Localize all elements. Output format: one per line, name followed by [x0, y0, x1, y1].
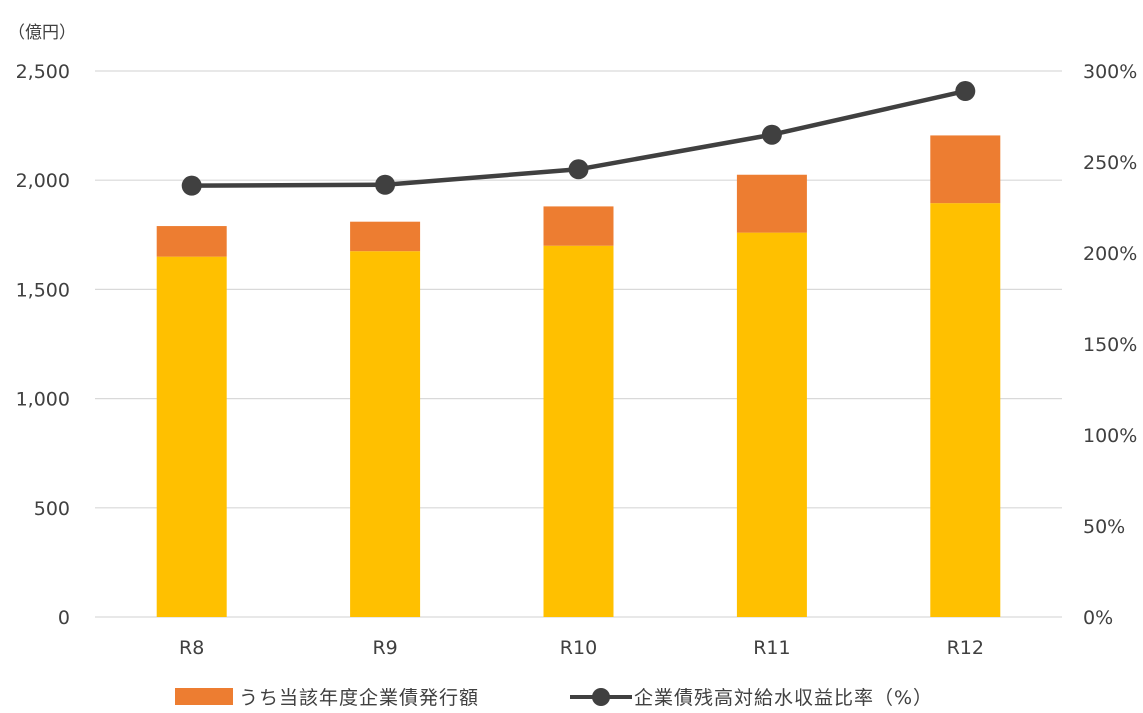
x-tick-label: R11 [753, 637, 790, 659]
bar-issuance-segment [350, 221, 421, 252]
legend-swatch-line [570, 687, 632, 707]
x-tick-label: R12 [947, 637, 984, 659]
x-tick-label: R9 [372, 637, 397, 659]
ratio-marker [955, 81, 976, 102]
legend-item-line: 企業債残高対給水収益比率（%） [570, 683, 933, 710]
bar-balance-segment [350, 251, 421, 617]
bar-balance-segment [930, 203, 1001, 617]
bar-balance-segment [543, 245, 614, 617]
y-left-tick-label: 1,500 [16, 279, 70, 301]
x-tick-label: R8 [179, 637, 204, 659]
legend: うち当該年度企業債発行額 企業債残高対給水収益比率（%） [0, 683, 1143, 713]
bar-balance-segment [156, 256, 227, 617]
y-left-tick-label: 500 [34, 498, 70, 520]
y-right-tick-label: 250% [1083, 152, 1137, 174]
ratio-marker [761, 124, 782, 145]
bar-issuance-segment [930, 135, 1001, 204]
x-tick-label: R10 [560, 637, 597, 659]
y-right-tick-label: 200% [1083, 243, 1137, 265]
y-left-tick-label: 0 [58, 607, 70, 629]
legend-item-bar: うち当該年度企業債発行額 [175, 683, 479, 710]
ratio-marker [375, 174, 396, 195]
y-right-tick-label: 0% [1083, 607, 1113, 629]
legend-label-ratio: 企業債残高対給水収益比率（%） [634, 687, 934, 709]
bar-issuance-segment [736, 174, 807, 233]
legend-label-issuance: うち当該年度企業債発行額 [239, 687, 480, 709]
y-axis-unit-label: （億円） [8, 23, 76, 43]
bar-balance-segment [736, 232, 807, 617]
legend-swatch-orange [175, 688, 233, 705]
y-left-tick-label: 2,500 [16, 61, 70, 83]
y-right-tick-label: 50% [1083, 516, 1125, 538]
y-right-tick-label: 100% [1083, 425, 1137, 447]
bar-issuance-segment [543, 206, 614, 246]
y-right-tick-label: 150% [1083, 334, 1137, 356]
y-right-tick-label: 300% [1083, 61, 1137, 83]
bar-issuance-segment [156, 226, 227, 257]
ratio-marker [181, 175, 202, 196]
y-left-tick-label: 2,000 [16, 170, 70, 192]
ratio-marker [568, 159, 589, 180]
y-left-tick-label: 1,000 [16, 389, 70, 411]
